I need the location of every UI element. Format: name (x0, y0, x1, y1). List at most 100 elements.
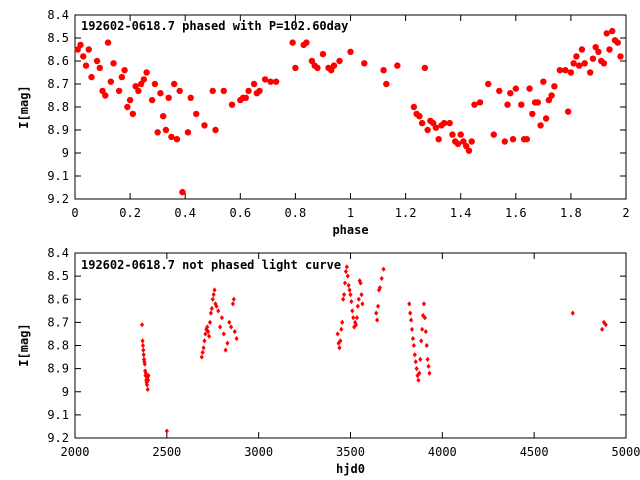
data-point (409, 326, 415, 332)
data-point (440, 119, 448, 127)
data-point (135, 87, 142, 95)
data-point (143, 370, 148, 376)
x-tick-label: 0.8 (285, 206, 307, 220)
data-point (429, 119, 437, 127)
data-point (202, 338, 207, 344)
data-point (328, 67, 335, 74)
data-point (137, 80, 145, 88)
data-point (199, 354, 204, 360)
data-point (337, 345, 342, 351)
data-point (88, 73, 95, 81)
data-point (129, 110, 137, 118)
data-point (124, 103, 131, 111)
data-point (201, 122, 208, 129)
data-point (157, 90, 164, 97)
data-point (104, 39, 112, 46)
data-point (418, 356, 423, 362)
y-tick-label: 9 (62, 146, 69, 160)
data-point (336, 57, 343, 65)
data-point (145, 386, 150, 393)
data-point (107, 78, 115, 85)
data-point (419, 338, 424, 344)
data-point (422, 315, 427, 321)
data-point (534, 99, 542, 106)
data-point (140, 342, 146, 349)
data-point (232, 329, 237, 335)
data-point (203, 331, 208, 337)
data-point (556, 67, 564, 74)
data-point (164, 428, 169, 434)
data-point (540, 78, 547, 85)
x-tick-label: 1.4 (450, 206, 472, 220)
y-tick-label: 8.8 (47, 100, 69, 114)
data-point (141, 352, 146, 358)
data-point (139, 322, 145, 328)
x-axis-label: hjd0 (336, 462, 365, 476)
data-point (242, 94, 250, 102)
data-point (548, 92, 555, 99)
data-point (209, 305, 214, 312)
data-point (394, 62, 401, 69)
data-point (420, 326, 425, 332)
data-point (581, 60, 588, 67)
data-point (245, 87, 252, 95)
data-point (146, 372, 151, 379)
y-tick-label: 9.2 (47, 192, 69, 206)
data-point (471, 101, 478, 108)
data-point (179, 188, 186, 196)
data-point (361, 60, 368, 67)
data-point (223, 347, 228, 353)
data-point (449, 131, 456, 138)
data-point (209, 87, 216, 95)
data-point (416, 377, 421, 383)
x-axis-label: phase (332, 223, 368, 237)
data-point (529, 110, 536, 118)
data-point (118, 73, 126, 81)
data-point (424, 342, 429, 349)
data-point (421, 64, 429, 72)
x-tick-label: 2 (622, 206, 629, 220)
y-tick-label: 9.2 (47, 431, 69, 445)
data-point (427, 370, 432, 376)
data-point (218, 324, 223, 330)
data-point (410, 335, 416, 342)
data-point (176, 87, 183, 95)
data-point (381, 266, 386, 272)
data-point (349, 298, 354, 305)
data-point (490, 131, 497, 138)
data-point (77, 41, 84, 49)
data-point (225, 340, 230, 346)
x-tick-label: 0.2 (119, 206, 141, 220)
chart-title: 192602-0618.7 not phased light curve (81, 258, 341, 272)
data-point (418, 119, 426, 127)
data-point (141, 347, 146, 353)
data-point (342, 280, 348, 286)
data-point (206, 333, 212, 339)
data-point (617, 53, 624, 60)
data-point (343, 268, 348, 275)
data-point (99, 87, 106, 95)
data-point (496, 87, 503, 95)
data-point (567, 69, 575, 76)
data-point (353, 322, 359, 328)
data-point (272, 78, 280, 85)
y-tick-label: 8.6 (47, 54, 69, 68)
data-point (432, 124, 440, 131)
data-point (411, 342, 416, 349)
data-point (417, 370, 422, 376)
data-point (573, 53, 580, 60)
x-tick-label: 1.8 (560, 206, 582, 220)
data-point (115, 87, 123, 95)
data-point (250, 80, 258, 88)
data-point (220, 87, 227, 95)
data-point (173, 136, 181, 143)
data-point (504, 101, 511, 108)
plot-frame (74, 14, 627, 200)
data-point (261, 76, 269, 83)
data-point (465, 147, 473, 154)
data-point (210, 296, 215, 302)
data-point (600, 326, 605, 332)
x-tick-label: 2500 (152, 445, 181, 459)
data-point (570, 60, 577, 67)
